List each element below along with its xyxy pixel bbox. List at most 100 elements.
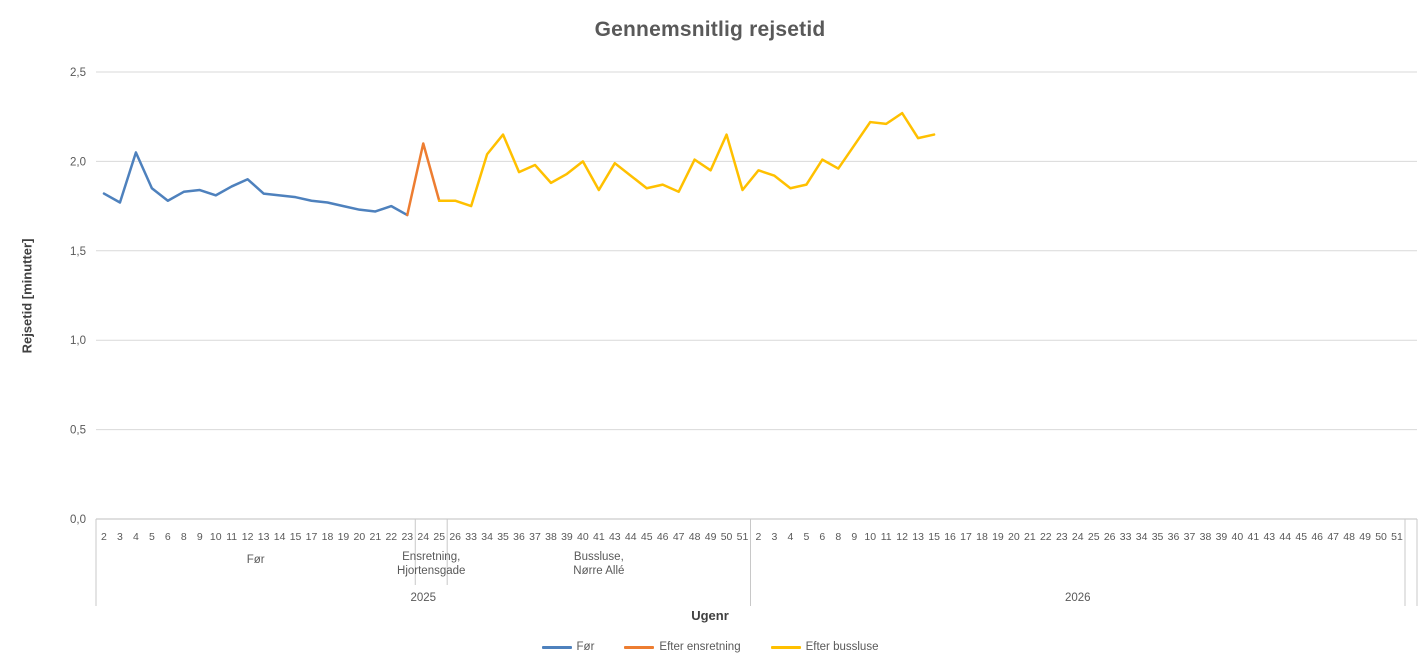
- x-tick-label: 5: [803, 531, 809, 543]
- legend-line-swatch-yellow: [770, 645, 801, 649]
- x-tick-label: 36: [1168, 531, 1180, 543]
- x-tick-label: 39: [561, 531, 573, 543]
- x-tick-label: 2: [101, 531, 107, 543]
- x-tick-label: 46: [1311, 531, 1323, 543]
- series-line-0: [102, 151, 409, 217]
- x-tick-label: 11: [226, 531, 237, 543]
- chart-title: Gennemsnitlig rejsetid: [594, 18, 826, 41]
- x-tick-label: 47: [673, 531, 685, 543]
- x-tick-label: 41: [593, 531, 605, 543]
- x-tick-label: 47: [1327, 531, 1339, 543]
- x-tick-label: 51: [737, 531, 749, 543]
- x-tick-label: 12: [242, 531, 254, 543]
- x-tick-label: 44: [625, 531, 637, 543]
- x-tick-label: 6: [819, 531, 825, 543]
- x-tick-label: 33: [1120, 531, 1132, 543]
- axis-group-label: Før: [247, 554, 265, 566]
- x-tick-label: 48: [1343, 531, 1355, 543]
- legend-label: Før: [576, 641, 595, 653]
- y-tick-label: 0,5: [70, 425, 86, 437]
- x-tick-label: 50: [1375, 531, 1387, 543]
- x-tick-label: 37: [1184, 531, 1196, 543]
- x-tick-label: 23: [401, 531, 413, 543]
- x-tick-label: 35: [1152, 531, 1164, 543]
- x-tick-label: 12: [896, 531, 908, 543]
- x-tick-label: 19: [992, 531, 1004, 543]
- y-tick-label: 0,0: [70, 514, 86, 526]
- x-tick-label: 14: [274, 531, 286, 543]
- x-tick-label: 4: [787, 531, 793, 543]
- x-tick-label: 38: [545, 531, 557, 543]
- legend-label: Efter bussluse: [805, 641, 879, 653]
- x-tick-label: 5: [149, 531, 155, 543]
- x-tick-label: 44: [1279, 531, 1291, 543]
- x-tick-label: 45: [1295, 531, 1307, 543]
- legend-label: Efter ensretning: [659, 641, 741, 653]
- y-tick-label: 1,5: [70, 246, 86, 258]
- x-tick-label: 16: [944, 531, 956, 543]
- x-tick-label: 17: [960, 531, 972, 543]
- x-tick-label: 51: [1391, 531, 1403, 543]
- axis-group-label: Ensretning,: [402, 551, 460, 563]
- x-tick-label: 49: [705, 531, 717, 543]
- x-tick-label: 48: [689, 531, 701, 543]
- legend-item-for: Før: [541, 641, 595, 653]
- x-tick-label: 21: [370, 531, 382, 543]
- x-tick-label: 22: [385, 531, 397, 543]
- year-label: 2026: [1065, 592, 1091, 604]
- x-tick-label: 10: [210, 531, 222, 543]
- x-tick-label: 15: [928, 531, 940, 543]
- x-tick-label: 26: [1104, 531, 1116, 543]
- x-tick-label: 25: [1088, 531, 1100, 543]
- x-tick-label: 23: [1056, 531, 1068, 543]
- x-tick-label: 41: [1248, 531, 1260, 543]
- x-tick-label: 10: [864, 531, 876, 543]
- x-tick-label: 35: [497, 531, 509, 543]
- x-tick-label: 26: [449, 531, 461, 543]
- x-tick-label: 13: [912, 531, 924, 543]
- x-tick-label: 2: [756, 531, 762, 543]
- x-tick-label: 3: [772, 531, 778, 543]
- x-tick-label: 15: [290, 531, 302, 543]
- x-tick-label: 37: [529, 531, 541, 543]
- y-tick-label: 1,0: [70, 335, 86, 347]
- x-tick-label: 17: [306, 531, 318, 543]
- x-tick-label: 24: [1072, 531, 1084, 543]
- x-tick-label: 40: [1232, 531, 1244, 543]
- x-tick-label: 34: [481, 531, 493, 543]
- x-tick-label: 36: [513, 531, 525, 543]
- x-tick-label: 38: [1200, 531, 1212, 543]
- legend: Før Efter ensretning Efter bussluse: [0, 641, 1420, 653]
- legend-item-efter-bussluse: Efter bussluse: [770, 641, 879, 653]
- series-line-1: [406, 142, 441, 217]
- x-tick-label: 22: [1040, 531, 1052, 543]
- x-tick-label: 4: [133, 531, 139, 543]
- x-tick-label: 19: [338, 531, 350, 543]
- axis-group-label: Bussluse,: [574, 551, 624, 563]
- legend-line-swatch-blue: [541, 645, 572, 649]
- year-label: 2025: [410, 592, 436, 604]
- x-tick-label: 46: [657, 531, 669, 543]
- x-tick-label: 13: [258, 531, 270, 543]
- x-tick-label: 18: [976, 531, 988, 543]
- x-tick-label: 9: [197, 531, 203, 543]
- x-tick-label: 34: [1136, 531, 1148, 543]
- x-tick-label: 20: [354, 531, 366, 543]
- x-tick-label: 24: [417, 531, 429, 543]
- x-tick-label: 6: [165, 531, 171, 543]
- x-tick-label: 18: [322, 531, 334, 543]
- legend-line-swatch-orange: [624, 645, 655, 649]
- axis-group-label: Nørre Allé: [573, 565, 624, 577]
- x-tick-label: 43: [1263, 531, 1275, 543]
- axis-group-label: Hjortensgade: [397, 565, 465, 577]
- legend-item-efter-ensretning: Efter ensretning: [624, 641, 741, 653]
- x-tick-label: 50: [721, 531, 733, 543]
- x-tick-label: 45: [641, 531, 653, 543]
- x-axis-title: Ugenr: [691, 608, 729, 623]
- series-line-2: [437, 111, 936, 208]
- x-tick-label: 9: [851, 531, 857, 543]
- x-tick-label: 8: [181, 531, 187, 543]
- y-tick-label: 2,5: [70, 67, 86, 79]
- x-tick-label: 33: [465, 531, 477, 543]
